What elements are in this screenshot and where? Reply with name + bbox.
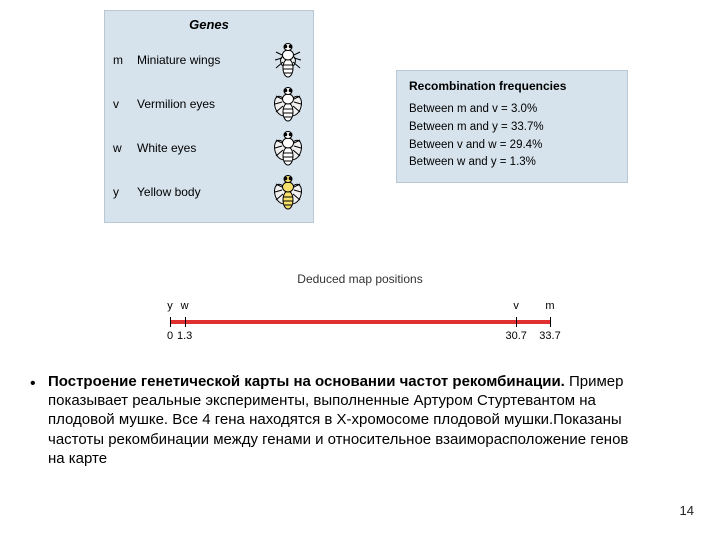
genes-rows: m Miniature wings v — [113, 38, 305, 214]
freq-lines: Between m and v = 3.0%Between m and y = … — [409, 101, 615, 172]
map-tick-label-top: v — [513, 300, 519, 312]
gene-row: m Miniature wings — [113, 38, 305, 82]
gene-row: w White eyes — [113, 126, 305, 170]
map-tick-label-bot: 33.7 — [539, 330, 560, 342]
freq-line: Between w and y = 1.3% — [409, 154, 615, 172]
caption-bold: Построение генетической карты на основан… — [48, 373, 565, 390]
map-tick-label-bot: 1.3 — [177, 330, 192, 342]
freq-line: Between v and w = 29.4% — [409, 137, 615, 155]
map-tick-label-bot: 30.7 — [505, 330, 526, 342]
map-tick-label-top: m — [545, 300, 554, 312]
fly-icon — [271, 172, 305, 212]
gene-symbol: y — [113, 185, 133, 199]
fly-icon — [271, 84, 305, 124]
gene-desc: Yellow body — [133, 185, 271, 199]
freq-title: Recombination frequencies — [409, 79, 615, 93]
bullet-icon: • — [30, 374, 36, 394]
freq-line: Between m and v = 3.0% — [409, 101, 615, 119]
map-tick — [185, 317, 186, 327]
map-tick-label-bot: 0 — [167, 330, 173, 342]
gene-symbol: m — [113, 53, 133, 67]
map-panel: Deduced map positions y 0 w 1.3 v 30.7 m 33.7 — [150, 272, 570, 348]
map-line — [170, 320, 550, 324]
freq-panel: Recombination frequencies Between m and … — [396, 70, 628, 183]
gene-desc: White eyes — [133, 141, 271, 155]
genes-panel: Genes m Miniature wings — [104, 10, 314, 223]
map-tick — [170, 317, 171, 327]
freq-line: Between m and y = 33.7% — [409, 119, 615, 137]
page-number: 14 — [680, 503, 694, 518]
map-tick-label-top: y — [167, 300, 173, 312]
gene-symbol: w — [113, 141, 133, 155]
map-tick — [550, 317, 551, 327]
caption: • Построение генетической карты на основ… — [48, 372, 648, 468]
genes-title: Genes — [113, 17, 305, 32]
gene-symbol: v — [113, 97, 133, 111]
map-axis: y0w1.3v30.7m33.7 — [170, 298, 550, 348]
gene-row: v Vermilion eyes — [113, 82, 305, 126]
fly-icon — [271, 40, 305, 80]
map-title: Deduced map positions — [150, 272, 570, 286]
gene-desc: Vermilion eyes — [133, 97, 271, 111]
gene-row: y Yellow body — [113, 170, 305, 214]
fly-icon — [271, 128, 305, 168]
gene-desc: Miniature wings — [133, 53, 271, 67]
map-tick-label-top: w — [181, 300, 189, 312]
map-tick — [516, 317, 517, 327]
